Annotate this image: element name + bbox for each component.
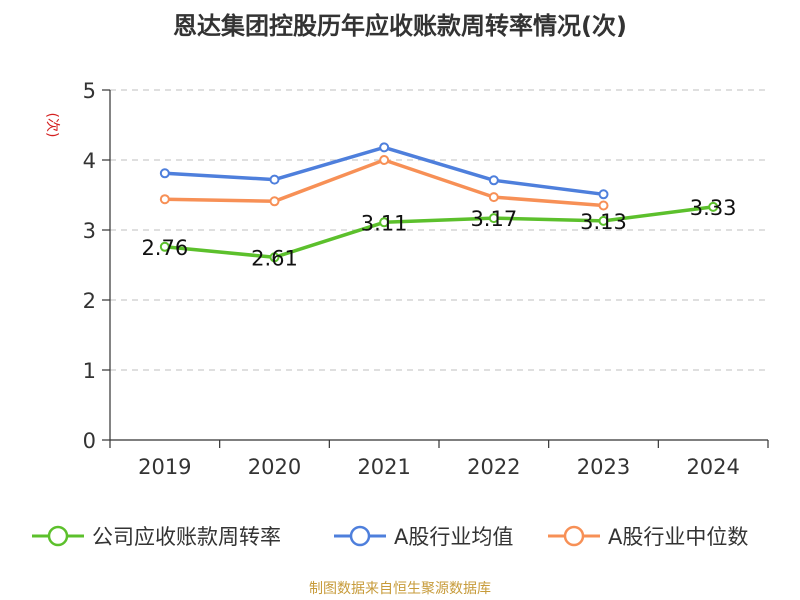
data-point (708, 201, 719, 212)
series-line-0 (164, 205, 714, 260)
y-tick-label: 0 (83, 429, 96, 453)
legend: 公司应收账款周转率 A股行业均值 A股行业中位数 (0, 520, 800, 552)
line-chart: 0 1 2 3 4 5 (次) 2019 2020 2021 2022 2023 2024 2.76 2.6… (44, 79, 769, 479)
data-point (379, 155, 390, 165)
y-tick-label: 2 (83, 289, 96, 313)
data-point (488, 175, 499, 186)
legend-label-company: 公司应收账款周转率 (92, 525, 281, 549)
series-line-1 (164, 145, 604, 197)
data-point (488, 192, 499, 203)
data-label: 3.11 (361, 211, 408, 235)
chart-title: 恩达集团控股历年应收账款周转率情况(次) (173, 12, 627, 40)
y-tick-label: 4 (83, 149, 96, 173)
data-point (159, 241, 170, 252)
data-point (379, 217, 390, 228)
legend-label-industry-median: A股行业中位数 (608, 525, 749, 549)
series-line-2 (164, 158, 604, 208)
data-label: 3.17 (470, 207, 517, 231)
data-point (159, 168, 170, 179)
data-label: 2.76 (141, 236, 188, 260)
legend-swatch-industry-median (548, 525, 600, 547)
y-tick-label: 3 (83, 219, 96, 243)
data-point (269, 252, 280, 263)
data-point (379, 142, 390, 153)
legend-item-industry-mean[interactable]: A股行业均值 (334, 520, 513, 552)
x-tick-label: 2022 (467, 455, 520, 479)
x-tick-label: 2024 (686, 455, 739, 479)
data-point (159, 194, 170, 205)
x-tick-label: 2021 (357, 455, 410, 479)
data-source-note: 制图数据来自恒生聚源数据库 (309, 581, 491, 597)
y-tick-label: 5 (83, 79, 96, 103)
data-point (598, 189, 609, 200)
y-tick-label: 1 (83, 359, 96, 383)
data-label: 3.33 (690, 196, 737, 220)
legend-label-industry-mean: A股行业均值 (394, 525, 514, 549)
data-point (598, 200, 609, 211)
data-point (269, 174, 280, 185)
data-point (488, 213, 499, 224)
y-axis-label: (次) (44, 113, 60, 138)
legend-swatch-industry-mean (334, 525, 386, 547)
x-tick-label: 2019 (138, 455, 191, 479)
x-tick-label: 2020 (248, 455, 301, 479)
data-point (269, 196, 280, 207)
x-tick-label: 2023 (577, 455, 630, 479)
data-label: 2.61 (251, 246, 298, 270)
data-point (598, 215, 609, 226)
data-label: 3.13 (580, 210, 627, 234)
legend-swatch-company (32, 525, 84, 547)
legend-item-company[interactable]: 公司应收账款周转率 (32, 520, 281, 552)
legend-item-industry-median[interactable]: A股行业中位数 (548, 520, 748, 552)
